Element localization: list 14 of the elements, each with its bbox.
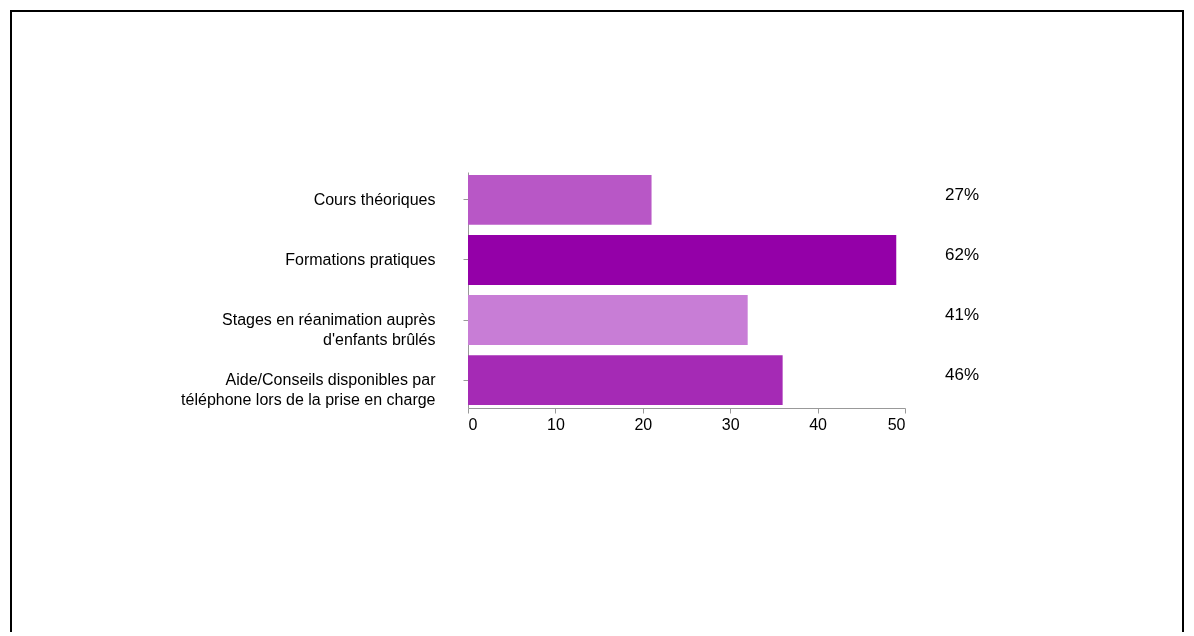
y-tick-label: Cours théoriques <box>313 190 436 208</box>
y-tick-label: Aide/Conseils disponibles par téléphone lors de la prise en charge <box>181 371 437 409</box>
text: 62% <box>945 244 980 264</box>
text: 46% <box>945 365 980 385</box>
y-tick-label: Formations pratiques <box>285 250 436 268</box>
y-tick-label: Stages en réanimation auprès d'enfants brûlés <box>222 311 436 349</box>
x-tick-label: 10 <box>547 415 565 433</box>
text: 27% <box>945 184 980 204</box>
x-tick-label: 20 <box>634 415 653 433</box>
x-tick-label: 50 <box>887 415 906 433</box>
x-tick-label: 30 <box>721 415 740 433</box>
x-tick-label: 0 <box>468 415 478 433</box>
x-tick-label: 40 <box>809 415 828 433</box>
text: 41% <box>945 305 980 325</box>
